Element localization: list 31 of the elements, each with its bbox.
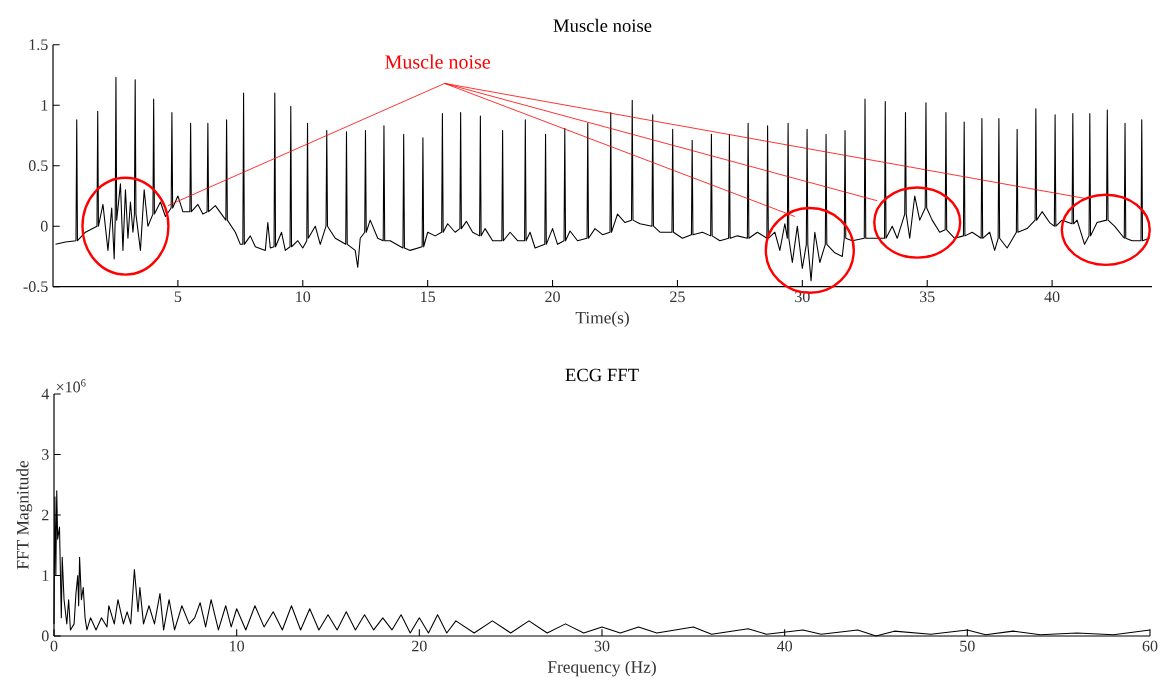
y-tick-label: -0.5	[23, 281, 48, 293]
x-tick-label: 40	[776, 640, 793, 652]
x-tick-label: 0	[50, 640, 58, 652]
y-tick-label: 1	[42, 570, 49, 581]
x-tick-label: 10	[296, 291, 311, 303]
y-tick-label: 1.5	[29, 39, 48, 51]
x-tick-label: 35	[919, 291, 935, 303]
x-axis-title: Time(s)	[575, 311, 629, 328]
x-tick-label: 20	[412, 640, 427, 652]
x-tick-label: 5	[174, 291, 182, 303]
x-axis-title: Frequency (Hz)	[547, 660, 656, 677]
x-tick-label: 15	[421, 291, 436, 303]
y-tick-label: 3	[42, 449, 49, 460]
y-axis-title: FFT Magnitude	[16, 460, 33, 570]
y-tick-label: 1	[41, 99, 48, 111]
text: ×10$^{6}$	[56, 379, 86, 393]
y-tick-label: 0.5	[28, 160, 48, 172]
x-tick-label: 25	[670, 291, 685, 303]
x-tick-label: 30	[594, 640, 610, 652]
chart-title: Muscle noise	[553, 18, 652, 32]
x-tick-label: 20	[545, 291, 560, 303]
y-tick-label: 0	[41, 630, 49, 642]
x-tick-label: 60	[1142, 640, 1158, 652]
x-tick-label: 10	[230, 640, 245, 652]
y-tick-label: 4	[41, 388, 50, 400]
y-tick-label: 0	[40, 220, 48, 232]
x-tick-label: 50	[960, 640, 975, 652]
chart-title: ECG FFT	[565, 368, 639, 382]
x-tick-label: 40	[1044, 291, 1060, 303]
y-tick-label: 2	[42, 509, 49, 521]
annotation: Muscle noise	[385, 54, 491, 69]
